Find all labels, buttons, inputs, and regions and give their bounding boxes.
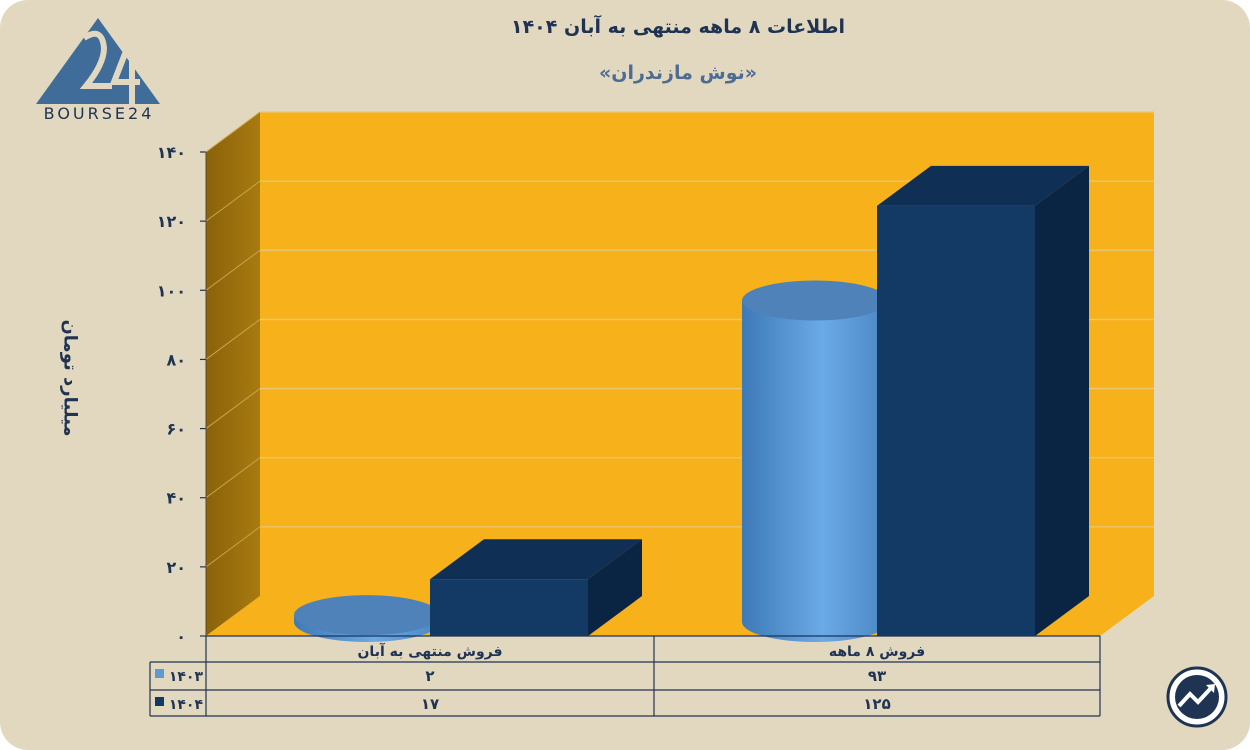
chart-subtitle: «نوش مازندران» [598,62,758,84]
chart-title: اطلاعات ۸ ماهه منتهی به آبان ۱۴۰۴ [510,16,846,38]
gridline-side [205,388,261,429]
side-wall [206,112,260,636]
y-tick-label: ۴۰ [166,489,186,508]
bar-1403-top [294,595,440,636]
gridline-side [205,180,261,222]
gridline-side [205,111,261,153]
bar-1403 [742,300,888,642]
bar-1404-top [877,165,1089,206]
trend-up-icon[interactable] [1166,666,1228,728]
data-label: ۹۳ [868,667,886,685]
data-label: ۱۷ [421,695,439,713]
legend-swatch-۱۴۰۴ [155,697,164,706]
y-tick-label: ۶۰ [166,420,186,439]
legend-label: ۱۴۰۴ [169,697,204,713]
y-tick-label: ۱۴۰ [157,143,186,162]
y-tick-label: ۰ [176,627,186,646]
bar-1404-top [430,539,642,580]
bar-1404 [430,579,588,636]
y-tick-label: ۸۰ [166,350,186,369]
y-tick-label: ۱۰۰ [157,281,186,300]
legend-swatch-۱۴۰۳ [155,669,164,678]
gridline-side [205,457,261,499]
bourse24-logo [36,18,160,104]
bar-1404 [877,205,1035,636]
gridline-side [205,526,261,568]
logo-text: BOURSE24 [43,104,155,123]
legend-label: ۱۴۰۳ [169,669,204,685]
bar-1403-top [742,280,888,321]
data-label: ۲ [425,667,434,685]
bar-1404-side [588,539,642,636]
y-tick-label: ۲۰ [166,558,186,577]
bar-1404-side [1035,165,1089,636]
gridline-side [205,319,261,360]
category-label: فروش منتهی به آبان [357,642,502,660]
category-label: فروش ۸ ماهه [829,644,925,660]
gridline-side [205,249,261,291]
data-label: ۱۲۵ [863,695,890,713]
y-tick-label: ۱۲۰ [157,212,186,231]
